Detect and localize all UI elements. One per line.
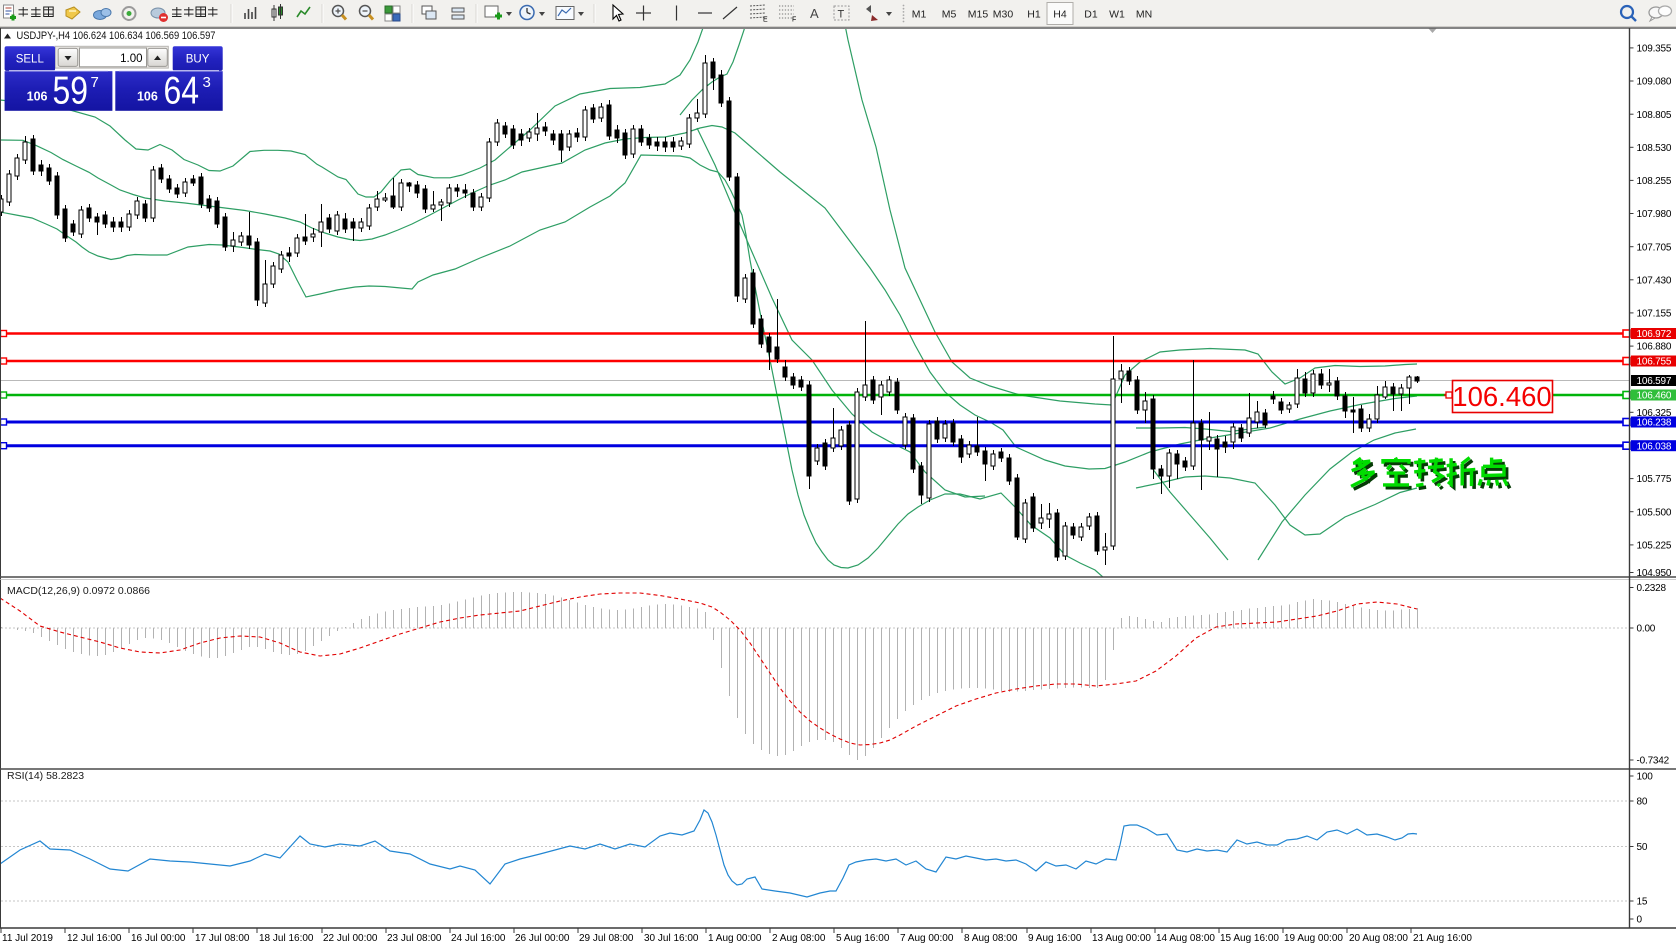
svg-text:M30: M30 (993, 9, 1014, 21)
svg-text:15 Aug 16:00: 15 Aug 16:00 (1220, 933, 1279, 944)
svg-text:M5: M5 (942, 9, 957, 21)
svg-text:0.2328: 0.2328 (1637, 583, 1667, 594)
svg-text:M15: M15 (968, 9, 989, 21)
svg-text:106.460: 106.460 (1637, 391, 1672, 402)
svg-text:F: F (792, 17, 796, 24)
svg-text:RSI(14) 58.2823: RSI(14) 58.2823 (7, 770, 84, 782)
svg-text:22 Jul 00:00: 22 Jul 00:00 (323, 933, 378, 944)
svg-text:H1: H1 (1027, 9, 1041, 21)
svg-text:7: 7 (91, 74, 99, 91)
svg-text:100: 100 (1637, 772, 1654, 783)
svg-text:8 Aug 08:00: 8 Aug 08:00 (964, 933, 1018, 944)
svg-text:21 Aug 16:00: 21 Aug 16:00 (1413, 933, 1472, 944)
svg-text:USDJPY-,H4 106.624 106.634 10: USDJPY-,H4 106.624 106.634 106.569 106.5… (17, 30, 216, 42)
svg-text:2 Aug 08:00: 2 Aug 08:00 (772, 933, 826, 944)
svg-text:107.980: 107.980 (1637, 209, 1672, 220)
svg-text:20 Aug 08:00: 20 Aug 08:00 (1349, 933, 1408, 944)
svg-text:105.225: 105.225 (1637, 541, 1672, 552)
svg-text:107.430: 107.430 (1637, 275, 1672, 286)
svg-text:106.597: 106.597 (1637, 376, 1672, 387)
svg-text:106.880: 106.880 (1637, 342, 1672, 353)
svg-text:0: 0 (1637, 915, 1643, 926)
svg-text:MACD(12,26,9) 0.0972 0.0866: MACD(12,26,9) 0.0972 0.0866 (7, 585, 150, 597)
svg-text:M1: M1 (912, 9, 927, 21)
svg-text:18 Jul 16:00: 18 Jul 16:00 (259, 933, 314, 944)
svg-text:E: E (763, 17, 768, 24)
svg-text:19 Aug 00:00: 19 Aug 00:00 (1284, 933, 1343, 944)
svg-text:59: 59 (53, 70, 89, 113)
svg-text:14 Aug 08:00: 14 Aug 08:00 (1156, 933, 1215, 944)
svg-text:106.325: 106.325 (1637, 408, 1672, 419)
svg-text:109.080: 109.080 (1637, 77, 1672, 88)
svg-text:12 Jul 16:00: 12 Jul 16:00 (67, 933, 122, 944)
svg-text:105.775: 105.775 (1637, 474, 1672, 485)
svg-text:W1: W1 (1109, 9, 1125, 21)
svg-text:106.755: 106.755 (1637, 357, 1672, 368)
svg-text:D1: D1 (1084, 9, 1098, 21)
svg-text:104.950: 104.950 (1637, 568, 1672, 579)
svg-text:29 Jul 08:00: 29 Jul 08:00 (579, 933, 634, 944)
svg-text:SELL: SELL (16, 53, 45, 65)
svg-text:106.460: 106.460 (1452, 381, 1551, 412)
svg-text:108.805: 108.805 (1637, 110, 1672, 121)
svg-text:106: 106 (27, 90, 48, 104)
svg-text:16 Jul 00:00: 16 Jul 00:00 (131, 933, 186, 944)
svg-text:108.530: 108.530 (1637, 143, 1672, 154)
svg-text:11 Jul 2019: 11 Jul 2019 (2, 933, 53, 944)
svg-text:106.038: 106.038 (1637, 441, 1672, 452)
svg-text:T: T (838, 9, 845, 21)
svg-text:106.238: 106.238 (1637, 418, 1672, 429)
svg-text:107.155: 107.155 (1637, 309, 1672, 320)
svg-text:50: 50 (1637, 842, 1648, 853)
svg-text:15: 15 (1637, 897, 1648, 908)
svg-text:80: 80 (1637, 797, 1648, 808)
svg-text:24 Jul 16:00: 24 Jul 16:00 (451, 933, 506, 944)
svg-text:H4: H4 (1053, 9, 1067, 21)
svg-text:105.500: 105.500 (1637, 507, 1672, 518)
svg-text:108.255: 108.255 (1637, 176, 1672, 187)
svg-text:107.705: 107.705 (1637, 242, 1672, 253)
svg-text:-0.7342: -0.7342 (1637, 756, 1670, 767)
svg-text:106: 106 (137, 90, 158, 104)
svg-text:A: A (810, 6, 819, 21)
svg-text:MN: MN (1136, 9, 1152, 21)
svg-text:17 Jul 08:00: 17 Jul 08:00 (195, 933, 250, 944)
svg-text:30 Jul 16:00: 30 Jul 16:00 (644, 933, 699, 944)
svg-text:0.00: 0.00 (1637, 624, 1656, 635)
svg-text:64: 64 (164, 70, 200, 113)
svg-text:109.355: 109.355 (1637, 44, 1672, 55)
svg-text:9 Aug 16:00: 9 Aug 16:00 (1028, 933, 1082, 944)
svg-text:1.00: 1.00 (120, 53, 142, 65)
svg-text:26 Jul 00:00: 26 Jul 00:00 (515, 933, 570, 944)
svg-text:7 Aug 00:00: 7 Aug 00:00 (900, 933, 954, 944)
svg-text:13 Aug 00:00: 13 Aug 00:00 (1092, 933, 1151, 944)
svg-text:23 Jul 08:00: 23 Jul 08:00 (387, 933, 442, 944)
svg-text:1 Aug 00:00: 1 Aug 00:00 (708, 933, 762, 944)
svg-text:BUY: BUY (186, 53, 210, 65)
svg-text:106.972: 106.972 (1637, 329, 1672, 340)
svg-text:5 Aug 16:00: 5 Aug 16:00 (836, 933, 890, 944)
svg-text:3: 3 (203, 74, 211, 91)
